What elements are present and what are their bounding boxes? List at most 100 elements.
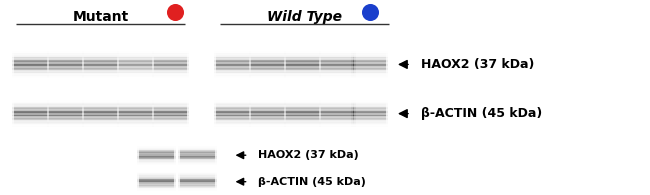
Bar xyxy=(84,59,118,60)
Bar xyxy=(119,111,152,112)
Bar xyxy=(49,52,83,53)
Bar xyxy=(319,110,356,111)
Bar xyxy=(216,106,249,107)
Bar xyxy=(83,68,119,69)
Bar xyxy=(136,172,176,173)
Bar xyxy=(251,114,284,115)
Bar xyxy=(47,115,84,116)
Bar xyxy=(118,66,154,67)
Bar xyxy=(118,125,154,126)
Bar xyxy=(286,52,319,53)
Bar xyxy=(284,122,321,123)
Bar xyxy=(152,126,189,127)
Bar xyxy=(351,75,388,76)
Bar xyxy=(49,101,83,102)
Bar xyxy=(178,163,217,164)
Bar xyxy=(321,119,354,120)
Bar xyxy=(152,74,189,75)
Bar xyxy=(138,181,174,182)
Bar xyxy=(47,60,84,61)
Bar xyxy=(12,63,49,64)
Bar xyxy=(319,75,356,76)
Bar xyxy=(119,111,152,112)
Bar xyxy=(12,75,49,76)
Bar xyxy=(284,71,321,72)
Bar xyxy=(216,71,249,72)
Bar xyxy=(83,112,119,113)
Bar xyxy=(14,66,47,67)
Bar xyxy=(47,111,84,112)
Bar xyxy=(351,63,388,64)
Bar xyxy=(14,117,47,118)
Bar xyxy=(83,126,119,127)
Bar xyxy=(214,115,251,116)
Bar xyxy=(47,59,84,60)
Bar xyxy=(286,58,319,59)
Bar xyxy=(319,108,356,109)
Bar xyxy=(216,113,249,114)
Bar xyxy=(319,105,356,106)
Bar xyxy=(12,58,49,59)
Bar xyxy=(351,101,388,102)
Bar xyxy=(119,103,152,104)
Bar xyxy=(14,72,47,73)
Bar xyxy=(180,181,215,182)
Bar xyxy=(49,100,83,101)
Bar xyxy=(84,111,118,112)
Bar xyxy=(83,73,119,74)
Bar xyxy=(49,60,83,61)
Bar xyxy=(321,60,354,61)
Bar xyxy=(12,119,49,120)
Bar xyxy=(138,151,174,152)
Bar xyxy=(178,160,217,161)
Bar xyxy=(84,56,118,57)
Bar xyxy=(138,157,174,158)
Bar xyxy=(49,69,83,70)
Bar xyxy=(14,61,47,62)
Bar xyxy=(351,113,388,114)
Bar xyxy=(49,65,83,66)
Bar xyxy=(12,68,49,69)
Bar xyxy=(138,149,174,150)
Bar xyxy=(152,60,189,61)
Bar xyxy=(14,120,47,121)
Bar xyxy=(353,114,386,115)
Bar xyxy=(249,101,286,102)
Bar xyxy=(49,116,83,117)
Bar xyxy=(47,68,84,69)
Bar xyxy=(49,124,83,125)
Bar xyxy=(251,61,284,62)
Bar xyxy=(216,75,249,76)
Bar xyxy=(14,112,47,113)
Bar xyxy=(152,75,189,76)
Bar xyxy=(12,119,49,120)
Bar xyxy=(118,126,154,127)
Bar xyxy=(118,119,154,120)
Bar xyxy=(216,72,249,73)
Bar xyxy=(84,104,118,105)
Bar xyxy=(351,115,388,116)
Bar xyxy=(178,164,217,165)
Bar xyxy=(84,120,118,121)
Bar xyxy=(47,55,84,56)
Bar xyxy=(214,100,251,101)
Bar xyxy=(351,72,388,73)
Bar xyxy=(12,122,49,123)
Bar xyxy=(214,56,251,57)
Bar xyxy=(286,65,319,66)
Bar xyxy=(136,176,176,177)
Bar xyxy=(353,68,386,69)
Bar xyxy=(12,73,49,74)
Bar xyxy=(249,116,286,117)
Bar xyxy=(353,114,386,115)
Bar xyxy=(251,75,284,76)
Bar xyxy=(319,63,356,64)
Bar xyxy=(154,109,187,110)
Bar xyxy=(47,65,84,66)
Bar xyxy=(321,75,354,76)
Bar xyxy=(249,68,286,69)
Bar xyxy=(83,112,119,113)
Bar xyxy=(319,76,356,77)
Bar xyxy=(84,61,118,62)
Bar xyxy=(351,120,388,121)
